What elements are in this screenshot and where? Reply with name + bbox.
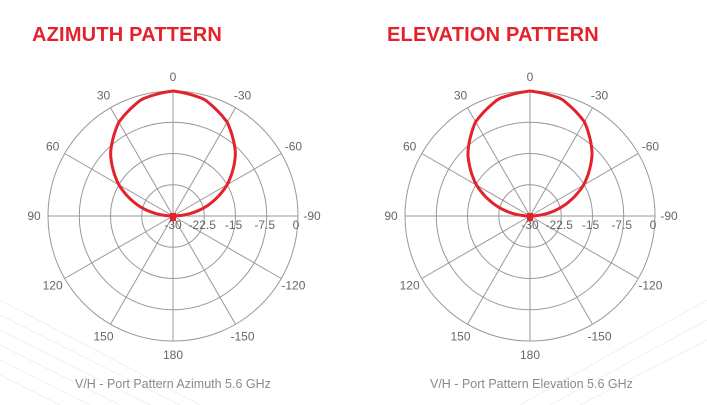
grid-spoke	[172, 215, 236, 325]
angle-tick-label: -150	[587, 329, 611, 343]
angle-tick-label: 150	[93, 329, 113, 343]
angle-tick-label: 0	[170, 70, 177, 84]
radial-tick-label: 0	[650, 218, 657, 232]
grid-spoke	[529, 107, 593, 217]
grid-spoke	[529, 215, 593, 325]
grid-spoke	[172, 215, 282, 279]
angle-tick-label: 120	[400, 279, 420, 293]
grid-spoke	[110, 215, 174, 325]
radial-tick-label: -22.5	[546, 218, 574, 232]
chart-title: ELEVATION PATTERN	[387, 24, 599, 46]
pattern-series-line	[466, 89, 594, 218]
angle-tick-label: 180	[163, 348, 183, 362]
grid-spoke	[467, 107, 531, 217]
angle-tick-label: 90	[384, 209, 398, 223]
angle-tick-label: -30	[591, 89, 609, 103]
angle-tick-label: 120	[43, 279, 63, 293]
radial-tick-label: -22.5	[189, 218, 217, 232]
azimuth-panel: AZIMUTH PATTERN 0 30 60 90 120 150 180 -150 -120…	[27, 24, 321, 391]
radial-tick-label: -30	[164, 218, 182, 232]
grid-spoke	[172, 107, 236, 217]
grid-spoke	[421, 215, 531, 279]
radial-tick-label: -30	[521, 218, 539, 232]
angle-tick-label: -120	[281, 279, 305, 293]
radial-tick-label: -15	[582, 218, 600, 232]
grid-spoke	[64, 215, 174, 279]
radial-tick-label: -15	[225, 218, 243, 232]
angle-tick-label: 60	[403, 140, 417, 154]
pattern-center-marker	[170, 213, 176, 221]
grid-spoke	[110, 107, 174, 217]
angle-tick-label: 150	[450, 329, 470, 343]
angle-tick-label: 180	[520, 348, 540, 362]
angle-tick-label: -150	[230, 329, 254, 343]
chart-caption: V/H - Port Pattern Azimuth 5.6 GHz	[75, 377, 271, 391]
grid-spoke	[467, 215, 531, 325]
grid-spoke	[529, 215, 639, 279]
radial-tick-label: -7.5	[611, 218, 632, 232]
angle-tick-label: -30	[234, 89, 252, 103]
radial-tick-label: 0	[293, 218, 300, 232]
pattern-series-line	[109, 89, 237, 218]
angle-tick-label: 30	[454, 89, 468, 103]
angle-tick-label: -90	[303, 209, 321, 223]
angle-tick-label: 90	[27, 209, 41, 223]
chart-caption: V/H - Port Pattern Elevation 5.6 GHz	[430, 377, 633, 391]
angle-tick-label: -60	[642, 140, 660, 154]
pattern-center-marker	[527, 213, 533, 221]
angle-tick-label: -60	[285, 140, 303, 154]
angle-tick-label: -120	[638, 279, 662, 293]
radial-tick-label: -7.5	[254, 218, 275, 232]
angle-tick-label: 0	[527, 70, 534, 84]
angle-tick-label: 30	[97, 89, 111, 103]
elevation-panel: ELEVATION PATTERN 0 30 60 90 120 150 180 -150 -1…	[357, 0, 707, 405]
angle-tick-label: 60	[46, 140, 60, 154]
chart-title: AZIMUTH PATTERN	[32, 24, 223, 46]
angle-tick-label: -90	[660, 209, 678, 223]
